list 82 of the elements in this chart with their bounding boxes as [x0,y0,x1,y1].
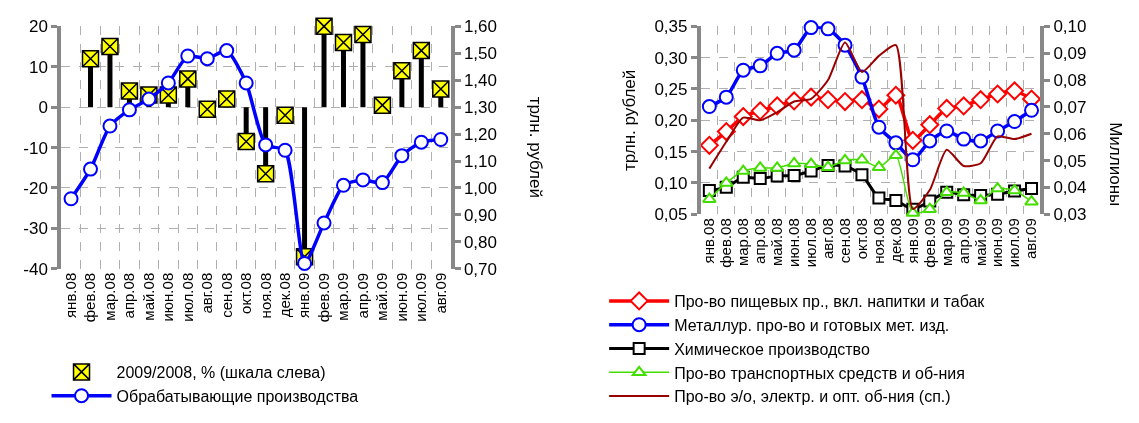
x-tick-label: сен.08 [217,272,235,318]
x-tick-label: фев.09 [920,218,938,268]
y2-tick-label: 0,08 [1053,70,1087,90]
y-tick-label: -40 [23,259,48,279]
x-tick-label: мар.09 [334,272,352,321]
x-tick-label: фев.08 [717,218,735,268]
y2-tick-label: 0,10 [1053,17,1087,37]
x-tick-label: мар.08 [734,218,752,267]
x-tick-label: янв.09 [295,272,313,319]
x-tick-label: июн.09 [392,272,410,322]
y2-tick-label: 0,03 [1053,205,1087,225]
legend-label: Металлур. про-во и готовых мет. изд. [674,316,950,334]
x-tick-label: мар.09 [937,218,955,267]
x-tick-label: апр.08 [751,218,769,264]
x-tick-label: дек.08 [275,272,293,318]
x-tick-label: май.09 [971,218,989,267]
x-tick-label: июн.09 [988,218,1006,267]
x-tick-label: июл.08 [801,218,819,268]
y2-tick-label: 0,09 [1053,44,1087,64]
x-tick-label: авг.08 [198,272,216,314]
x-tick-label: авг.08 [818,218,836,260]
y2-tick-label: 0,07 [1053,97,1087,117]
y2-tick-label: 1,60 [463,17,497,37]
y2-tick-label: 0,05 [1053,151,1087,171]
x-tick-label: апр.08 [120,272,138,319]
x-tick-label: янв.08 [700,218,718,264]
y2-tick-label: 1,00 [463,178,497,198]
x-tick-label: окт.08 [852,218,870,260]
y-tick-label: 0,05 [654,205,688,225]
x-tick-label: дек.08 [886,218,904,263]
y2-tick-label: 1,30 [463,98,497,118]
y-tick-label: -30 [23,219,48,239]
y2-tick-label: 0,06 [1053,124,1087,144]
x-tick-label: мар.08 [100,272,118,321]
y2-tick-label: 1,50 [463,44,497,64]
x-tick-label: май.08 [768,218,786,267]
y2-tick-label: 0,80 [463,232,497,252]
x-tick-label: ноя.08 [256,272,274,319]
x-tick-label: янв.09 [903,218,921,264]
y2-tick-label: 1,20 [463,125,497,145]
legend-label: Про-во транспортных средств и об-ния [674,364,965,382]
y2-tick-label: 1,10 [463,151,497,171]
y2-tick-label: 0,90 [463,205,497,225]
y2-tick-label: 0,04 [1053,178,1087,198]
y2-axis-title: трлн. рублей [526,96,546,198]
y2-tick-label: 0,70 [463,259,497,279]
x-tick-label: июл.09 [1005,218,1023,268]
x-tick-label: апр.09 [954,218,972,264]
x-tick-label: июн.08 [159,272,177,322]
x-tick-label: ноя.08 [869,218,887,264]
y-axis-title: трлн. рублей [620,69,640,171]
x-tick-label: фев.08 [81,272,99,323]
x-tick-label: май.09 [373,272,391,321]
x-tick-label: авг.09 [431,272,449,314]
legend-label: Про-во пищевых пр., вкл. напитки и табак [674,293,986,311]
x-tick-label: апр.09 [353,272,371,319]
legend-label: Обрабатывающие производства [116,387,359,405]
y-tick-label: -20 [23,178,48,198]
x-tick-label: янв.08 [61,272,79,319]
x-tick-label: авг.09 [1022,218,1040,260]
y-tick-label: 0,35 [654,17,688,37]
legend-label: Про-во э/о, электр. и опт. об-ния (сп.) [674,388,951,406]
legend-label: 2009/2008, % (шкала слева) [116,364,326,382]
y-tick-label: 0,10 [654,173,688,193]
y-tick-label: 0 [38,98,48,118]
y2-tick-label: 1,40 [463,71,497,91]
x-tick-label: июл.09 [412,272,430,322]
y-tick-label: 0,25 [654,79,688,99]
y-tick-label: 0,15 [654,142,688,162]
y2-axis-title: Миллионы [1106,122,1126,207]
y-tick-label: -10 [23,138,48,158]
x-tick-label: май.08 [139,272,157,321]
x-tick-label: сен.08 [835,218,853,264]
legend-label: Химическое производство [674,340,870,358]
y-tick-label: 0,30 [654,48,688,68]
y-tick-label: 10 [28,57,48,77]
x-tick-label: июн.08 [785,218,803,267]
y-tick-label: 0,20 [654,111,688,131]
y-tick-label: 20 [28,17,48,37]
x-tick-label: фев.09 [314,272,332,323]
x-tick-label: окт.08 [237,272,255,314]
x-tick-label: июл.08 [178,272,196,322]
